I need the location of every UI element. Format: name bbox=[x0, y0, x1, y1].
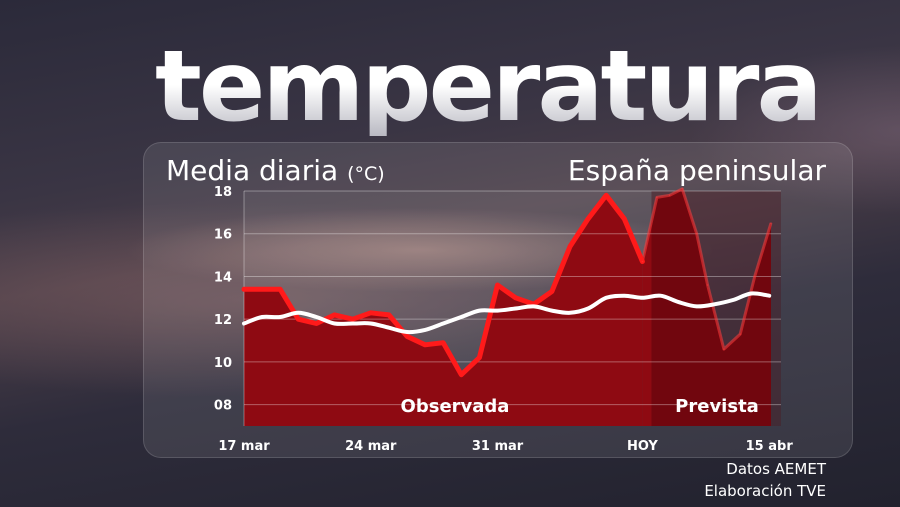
observed-point bbox=[569, 245, 571, 248]
mean-line bbox=[242, 291, 772, 335]
y-tick-label: 18 bbox=[214, 185, 232, 200]
observed-point bbox=[623, 217, 626, 220]
observed-point bbox=[279, 288, 282, 291]
observed-point bbox=[243, 288, 245, 291]
chart-subtitle: Media diaria (°C) bbox=[166, 154, 385, 187]
observed-point bbox=[333, 314, 336, 316]
subtitle-text: Media diaria bbox=[166, 154, 339, 187]
observed-region-label: Observada bbox=[401, 396, 510, 417]
y-tick-label: 12 bbox=[214, 313, 232, 328]
x-tick-label: 31 mar bbox=[472, 439, 524, 454]
forecast-point bbox=[695, 232, 698, 235]
x-tick-label: HOY bbox=[627, 439, 658, 454]
y-tick-label: 14 bbox=[214, 270, 232, 285]
series-lines bbox=[241, 187, 773, 378]
observed-point bbox=[369, 311, 372, 314]
forecast-point bbox=[641, 260, 644, 263]
observed-point bbox=[478, 356, 481, 359]
observed-point bbox=[406, 335, 408, 338]
observed-point bbox=[496, 284, 499, 286]
region-label: España peninsular bbox=[567, 154, 826, 187]
observed-point bbox=[315, 322, 318, 325]
x-tick-label: 15 abr bbox=[746, 439, 794, 454]
forecast-region-label: Prevista bbox=[675, 396, 759, 417]
observed-point bbox=[514, 297, 517, 299]
y-tick-label: 16 bbox=[214, 228, 232, 243]
observed-point bbox=[424, 344, 426, 346]
forecast-point bbox=[723, 348, 725, 350]
source-label: Datos AEMET bbox=[726, 460, 826, 478]
forecast-point bbox=[753, 275, 756, 278]
forecast-point bbox=[668, 194, 671, 197]
x-tick-label: 24 mar bbox=[345, 439, 397, 454]
forecast-point bbox=[656, 196, 658, 199]
forecast-point bbox=[706, 284, 709, 286]
observed-point bbox=[297, 318, 300, 320]
y-tick-label: 08 bbox=[214, 399, 232, 414]
observed-point bbox=[605, 194, 607, 197]
x-tick-label: 17 mar bbox=[218, 439, 270, 454]
observed-point bbox=[351, 318, 354, 320]
observed-point bbox=[587, 217, 589, 220]
forecast-zone bbox=[651, 191, 781, 426]
observed-point bbox=[460, 373, 463, 376]
observed-point bbox=[442, 341, 445, 344]
forecast-point bbox=[739, 333, 742, 335]
forecast-point bbox=[770, 222, 772, 224]
subtitle-unit: (°C) bbox=[347, 163, 385, 185]
forecast-line bbox=[640, 187, 773, 351]
chart-labels: 18 16 14 12 10 08 17 mar 24 mar 31 mar HOY 15 abr O… bbox=[214, 185, 793, 454]
observed-point bbox=[551, 290, 553, 293]
gridlines bbox=[243, 190, 781, 426]
observed-point bbox=[388, 314, 390, 316]
forecast-point bbox=[681, 188, 684, 190]
title: temperatura bbox=[155, 38, 835, 136]
observed-point bbox=[261, 288, 263, 291]
observed-area bbox=[244, 195, 643, 426]
credit-label: Elaboración TVE bbox=[704, 482, 826, 500]
y-tick-label: 10 bbox=[214, 356, 232, 371]
